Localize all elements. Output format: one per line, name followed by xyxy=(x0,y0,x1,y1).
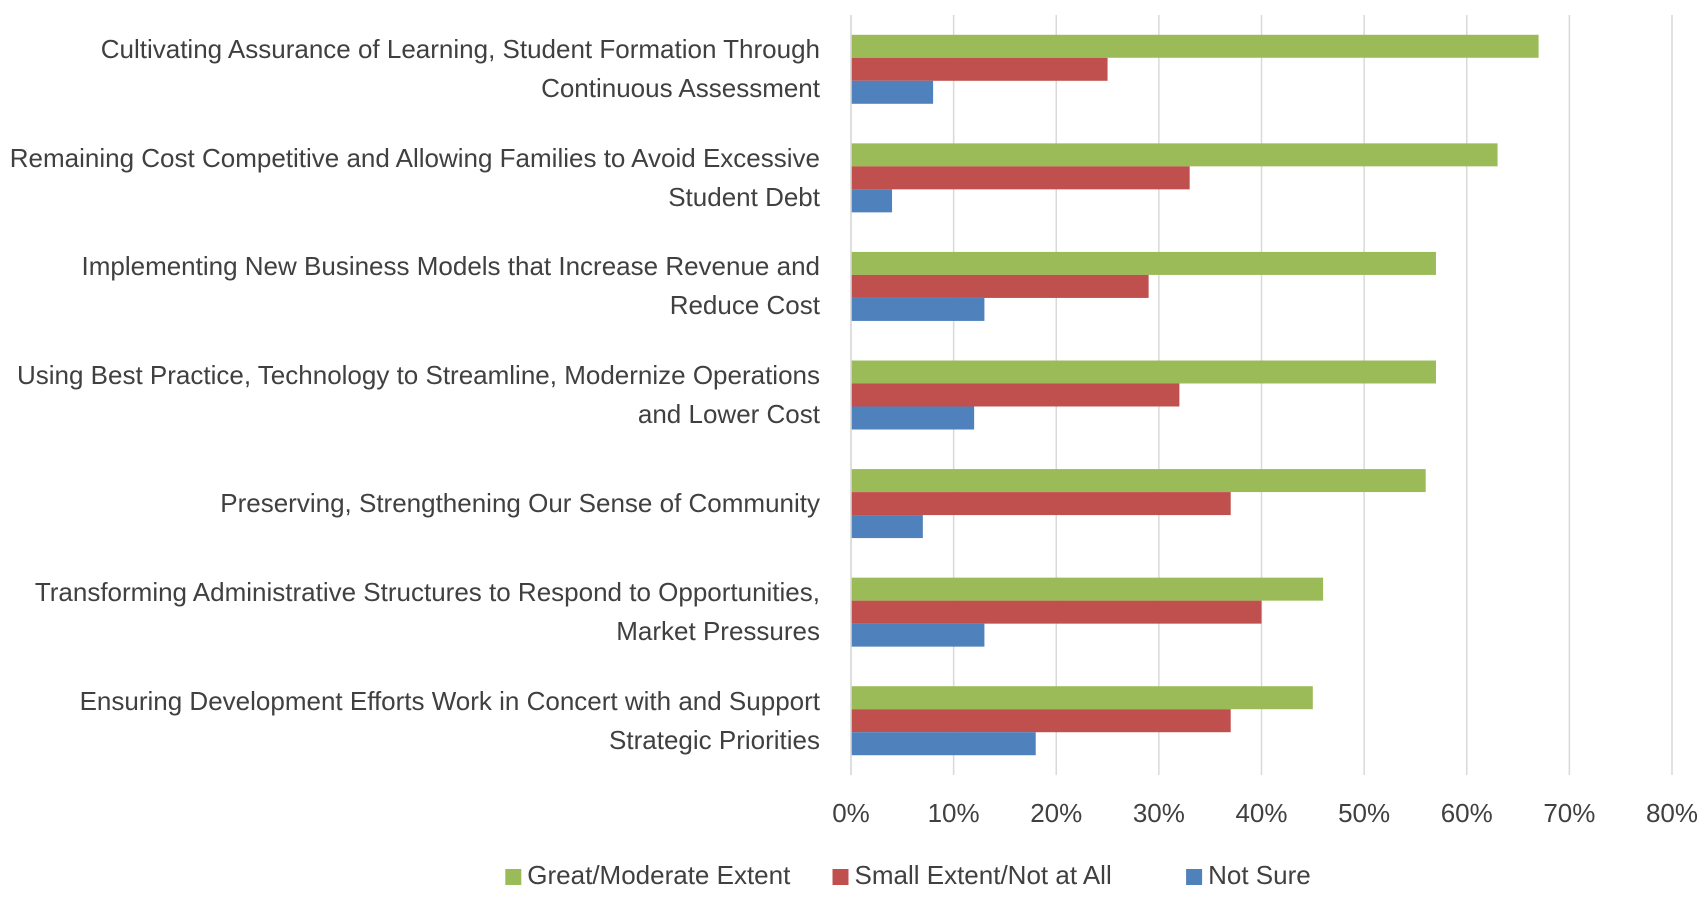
legend-label: Not Sure xyxy=(1208,860,1311,890)
x-tick-label: 30% xyxy=(1133,798,1185,828)
bar xyxy=(851,515,923,539)
bar xyxy=(851,577,1324,601)
x-tick-label: 50% xyxy=(1338,798,1390,828)
bar xyxy=(851,251,1436,275)
category-label: Preserving, Strengthening Our Sense of C… xyxy=(220,488,820,519)
category-label: Remaining Cost Competitive and Allowing … xyxy=(9,142,820,212)
x-tick-label: 0% xyxy=(832,798,870,828)
legend-label: Small Extent/Not at All xyxy=(855,860,1112,890)
bar xyxy=(851,469,1426,493)
bar xyxy=(851,686,1313,710)
bar xyxy=(851,492,1231,516)
x-tick-label: 20% xyxy=(1030,798,1082,828)
bar xyxy=(851,383,1180,407)
x-tick-label: 60% xyxy=(1441,798,1493,828)
bar xyxy=(851,80,934,104)
category-label: Implementing New Business Models that In… xyxy=(81,251,820,321)
bar xyxy=(851,143,1498,167)
bar xyxy=(851,57,1108,81)
bar xyxy=(851,732,1036,756)
x-tick-label: 40% xyxy=(1235,798,1287,828)
bar xyxy=(851,189,893,213)
bar xyxy=(851,166,1190,190)
bar xyxy=(851,274,1149,298)
legend-swatch xyxy=(505,869,522,885)
category-label: Cultivating Assurance of Learning, Stude… xyxy=(100,34,820,104)
legend-swatch xyxy=(1186,869,1203,885)
bar xyxy=(851,406,975,430)
bar xyxy=(851,297,985,321)
x-tick-label: 10% xyxy=(928,798,980,828)
category-label: Using Best Practice, Technology to Strea… xyxy=(16,359,820,429)
x-tick-label: 80% xyxy=(1646,798,1698,828)
legend-label: Great/Moderate Extent xyxy=(527,860,791,890)
bar xyxy=(851,34,1539,58)
bar xyxy=(851,360,1436,384)
bar xyxy=(851,623,985,647)
category-label: Transforming Administrative Structures t… xyxy=(34,577,820,647)
bar xyxy=(851,600,1262,624)
category-label: Ensuring Development Efforts Work in Con… xyxy=(79,685,820,755)
x-tick-label: 70% xyxy=(1543,798,1595,828)
legend-swatch xyxy=(832,869,849,885)
bar xyxy=(851,709,1231,733)
